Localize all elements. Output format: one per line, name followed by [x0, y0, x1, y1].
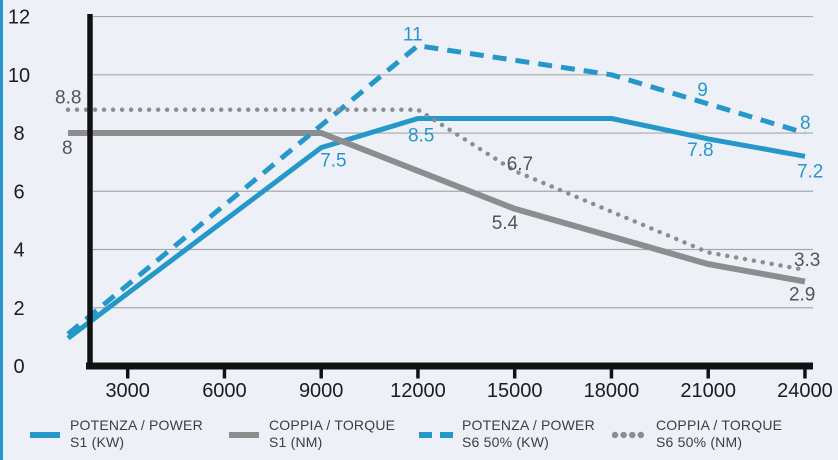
- x-tick-label-12000: 12000: [390, 380, 446, 402]
- value-label-power-s1-7.5: 7.5: [320, 151, 346, 172]
- y-tick-label-0: 0: [13, 356, 24, 378]
- legend-item-torque-s1: COPPIA / TORQUE S1 (NM): [227, 417, 395, 451]
- value-label-power-s6-8: 8: [800, 113, 811, 134]
- legend-item-power-s1: POTENZA / POWER S1 (KW): [28, 417, 203, 451]
- legend-item-power-s6: POTENZA / POWER S6 50% (KW): [418, 417, 595, 451]
- legend-label: POTENZA / POWER S6 50% (KW): [462, 417, 595, 451]
- value-label-torque-s6-3.3: 3.3: [794, 250, 820, 271]
- legend-label-line2: S6 50% (KW): [462, 434, 549, 450]
- legend-swatch-power-s6: [419, 432, 453, 438]
- x-tick-label-15000: 15000: [487, 380, 543, 402]
- x-tick-label-21000: 21000: [680, 380, 736, 402]
- x-tick-label-24000: 24000: [777, 380, 833, 402]
- value-label-power-s1-7.8: 7.8: [687, 140, 713, 161]
- y-tick-label-2: 2: [13, 298, 24, 320]
- x-tick-label-3000: 3000: [105, 380, 150, 402]
- legend-label: COPPIA / TORQUE S6 50% (NM): [656, 417, 782, 451]
- value-label-power-s6-9: 9: [697, 80, 708, 101]
- legend-label-line2: S1 (KW): [70, 434, 125, 450]
- legend-label-line2: S1 (NM): [269, 434, 323, 450]
- legend-label-line1: POTENZA / POWER: [70, 417, 203, 433]
- value-label-power-s1-7.2: 7.2: [797, 161, 823, 182]
- legend-label: COPPIA / TORQUE S1 (NM): [269, 417, 395, 451]
- legend-label-line1: COPPIA / TORQUE: [269, 417, 396, 433]
- value-label-torque-s1-5.4: 5.4: [492, 213, 519, 234]
- value-label-torque-s1-8: 8: [62, 138, 73, 159]
- legend-swatch-torque-s1: [229, 432, 259, 438]
- series-line-torque-s1: [68, 130, 806, 285]
- x-tick-label-9000: 9000: [299, 380, 344, 402]
- legend-label-line1: POTENZA / POWER: [462, 417, 595, 433]
- legend-item-torque-s6: COPPIA / TORQUE S6 50% (NM): [612, 417, 782, 451]
- value-label-torque-s6-8.8: 8.8: [55, 88, 81, 109]
- legend-swatch-power-s1: [30, 432, 60, 438]
- x-tick-label-6000: 6000: [202, 380, 247, 402]
- legend-swatch-torque-s6: [612, 431, 648, 439]
- y-tick-label-12: 12: [8, 7, 30, 29]
- chart-legend: POTENZA / POWER S1 (KW) COPPIA / TORQUE …: [0, 417, 838, 457]
- value-label-torque-s6-6.7: 6.7: [507, 154, 533, 175]
- series-line-power-s1: [66, 116, 806, 341]
- series-line-torque-s6: [65, 107, 808, 273]
- series-line-power-s6: [66, 43, 806, 336]
- value-label-power-s6-11: 11: [403, 25, 423, 46]
- legend-label-line2: S6 50% (NM): [656, 434, 743, 450]
- page-left-accent-border: [0, 0, 3, 460]
- y-tick-label-8: 8: [13, 123, 24, 145]
- y-tick-label-10: 10: [8, 65, 30, 87]
- x-tick-label-18000: 18000: [584, 380, 640, 402]
- legend-label: POTENZA / POWER S1 (KW): [70, 417, 203, 451]
- legend-label-line1: COPPIA / TORQUE: [656, 417, 783, 433]
- y-tick-label-4: 4: [13, 240, 24, 262]
- chart-canvas: 3000 6000 9000 12000 15000 18000 21000 24000 0 2 4…: [8, 7, 833, 402]
- value-label-torque-s1-2.9: 2.9: [789, 285, 815, 306]
- value-label-power-s1-8.5: 8.5: [408, 125, 434, 146]
- y-tick-label-6: 6: [13, 181, 24, 203]
